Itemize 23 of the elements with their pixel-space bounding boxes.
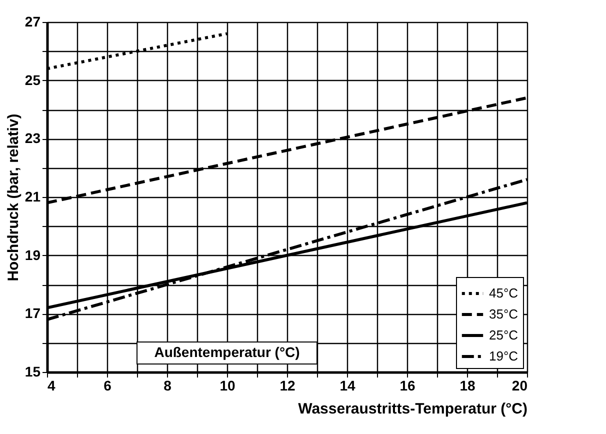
x-tick-label: 4: [48, 378, 56, 394]
legend-label: 35°C: [489, 306, 518, 322]
y-tick-label: 21: [24, 188, 41, 204]
y-tick-label: 17: [24, 305, 41, 322]
legend-label: 45°C: [489, 286, 518, 300]
y-tick-label: 27: [24, 14, 41, 30]
x-tick-label: 10: [220, 378, 236, 394]
y-tick-label: 15: [24, 364, 41, 380]
legend-label: 19°C: [489, 348, 518, 364]
x-axis-title: Wasseraustritts-Temperatur (°C): [298, 400, 528, 418]
legend-title: Außentemperatur (°C): [154, 344, 300, 360]
x-tick-label: 16: [400, 378, 416, 394]
x-tick-label: 8: [164, 378, 172, 394]
x-tick-label: 18: [460, 378, 476, 394]
y-tick-label: 19: [24, 246, 41, 263]
x-tick-label: 12: [280, 378, 296, 394]
y-tick-label: 25: [24, 72, 41, 88]
y-tick-label: 23: [24, 130, 41, 146]
x-tick-label: 14: [340, 378, 356, 394]
legend-label: 25°C: [489, 328, 518, 342]
x-tick-label: 6: [104, 378, 112, 394]
x-tick-label: 20: [512, 378, 528, 394]
y-axis-title: Hochdruck (bar, relativ): [4, 114, 22, 282]
